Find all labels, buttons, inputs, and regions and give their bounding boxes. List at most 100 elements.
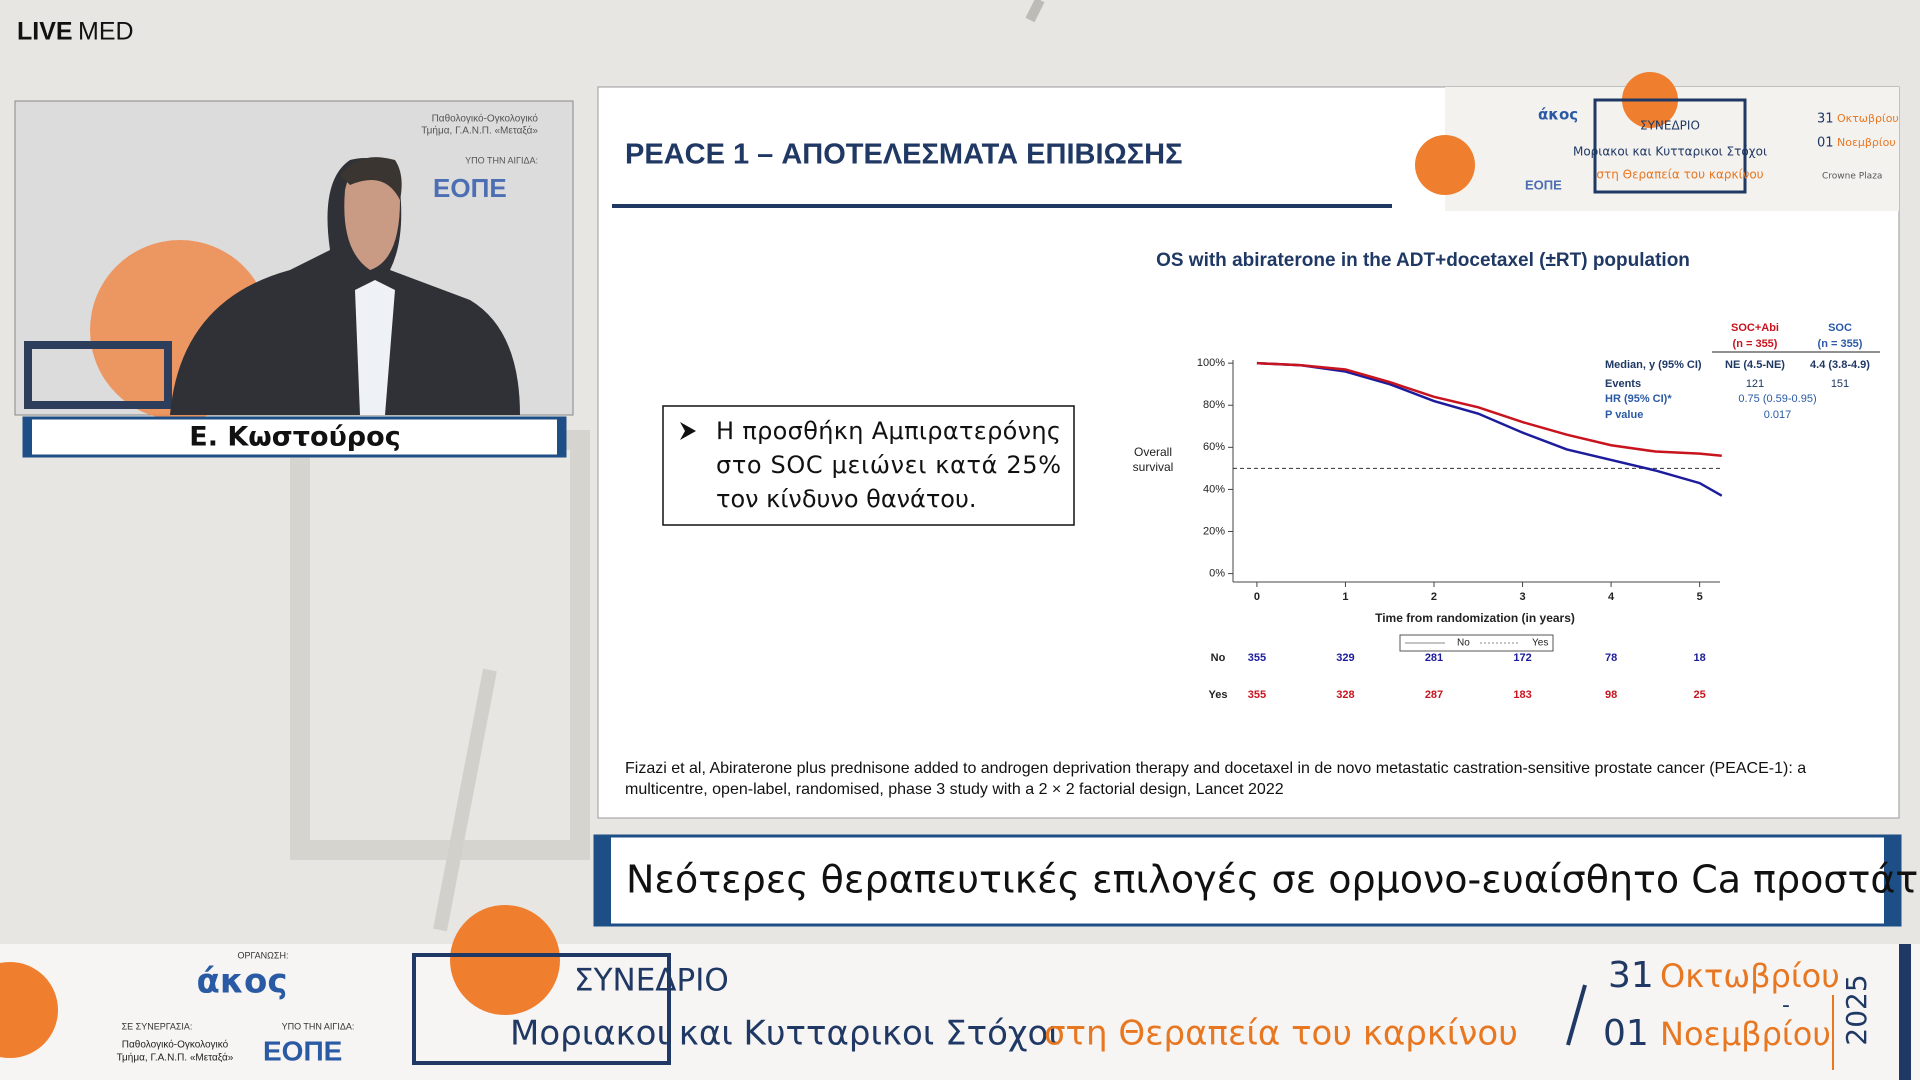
bottom-banner [0,944,1920,1080]
y-tick-label: 60% [1203,441,1225,453]
video-wall-text: ΥΠΟ ΤΗΝ ΑΙΓΙΔΑ: [465,155,538,165]
auspices-label: ΥΠΟ ΤΗΝ ΑΙΓΙΔΑ: [282,1021,355,1031]
chart-title: OS with abiraterone in the ADT+docetaxel… [1156,250,1690,271]
at-risk-value: 328 [1336,689,1354,701]
y-tick-label: 20% [1203,525,1225,537]
y-tick-label: 0% [1209,567,1225,579]
stats-header: (n = 355) [1733,338,1778,350]
at-risk-value: 98 [1605,689,1617,701]
partner: Παθολογικό-Ογκολογικό [122,1039,229,1051]
at-risk-value: 25 [1694,689,1706,701]
date-day: 31 [1608,955,1654,996]
y-tick-label: 100% [1197,357,1225,369]
date-month: Νοεμβρίου [1660,1015,1831,1053]
x-tick-label: 1 [1342,591,1348,603]
bullet-line: τον κίνδυνο θανάτου. [716,485,977,513]
decor-stroke [433,668,497,932]
stats-value: 121 [1746,378,1764,390]
km-chart: 0% 20% 40% 60% 80% 100% 0 1 2 3 4 5 No Yes No 355 329 281… [1197,322,1880,701]
name-bar-accent [24,418,32,456]
at-risk-value: 78 [1605,652,1617,664]
at-risk-value: 281 [1425,652,1443,664]
auspices-logo: ΕΟΠΕ [263,1035,342,1066]
decor-stroke [1025,0,1045,23]
mini-theme-accent: στη Θεραπεία του καρκίνου [1596,168,1763,182]
stats-label: P value [1605,409,1643,421]
date-year: 2025 [1840,974,1873,1045]
slide-title: PEACE 1 – ΑΠΟΤΕΛΕΣΜΑΤΑ ΕΠΙΒΙΩΣΗΣ [625,139,1183,171]
banner-decor [0,962,58,1058]
organizer-logo: άκος [196,962,287,1002]
at-risk-label: No [1211,652,1226,664]
bullet-arrow [680,422,696,440]
mini-month: Οκτωβρίου [1837,112,1899,125]
partner-label: ΣΕ ΣΥΝΕΡΓΑΣΙΑ: [122,1021,193,1031]
y-tick-label: 80% [1203,399,1225,411]
at-risk-value: 183 [1513,689,1531,701]
stats-value: 4.4 (3.8-4.9) [1810,359,1870,371]
date-dash: - [1782,993,1790,1018]
video-wall-text: Τμήμα, Γ.Α.Ν.Π. «Μεταξά» [421,125,538,137]
brand-med: MED [78,18,134,46]
partner: Τμήμα, Γ.Α.Ν.Π. «Μεταξά» [117,1052,234,1064]
at-risk-value: 287 [1425,689,1443,701]
mini-venue: Crowne Plaza [1822,172,1882,182]
y-axis-label: survival [1133,460,1174,474]
x-tick-label: 2 [1431,591,1437,603]
y-axis-label: Overall [1134,445,1172,459]
organizer-label: ΟΡΓΑΝΩΣΗ: [238,950,289,960]
name-bar-accent [557,418,565,456]
speaker-name: Ε. Κωστούρος [189,422,400,453]
legend-box [1399,634,1554,652]
x-tick-label: 0 [1254,591,1260,603]
banner-decor [1415,135,1475,195]
mini-auspices: ΕΟΠΕ [1525,177,1562,192]
bullet-line: Η προσθήκη Αμπιρατερόνης [716,417,1061,445]
video-decor [24,341,172,409]
banner-decor [1593,98,1747,194]
x-tick-label: 3 [1519,591,1525,603]
mini-logo: άκος [1538,106,1578,124]
stats-label: HR (95% CI)* [1605,393,1672,405]
at-risk-value: 355 [1248,689,1266,701]
theme-accent: στη Θεραπεία του καρκίνου [1044,1014,1518,1054]
bullet-box [662,405,1075,526]
banner-decor [450,905,560,1015]
stats-label: Events [1605,378,1641,390]
citation: multicentre, open-label, randomised, pha… [625,781,1284,798]
speaker-hair [340,157,402,200]
subtitle-bar [593,834,1902,927]
stats-value: 0.75 (0.59-0.95) [1738,393,1816,405]
x-axis-label: Time from randomization (in years) [1375,611,1575,625]
citation: Fizazi et al, Abiraterone plus prednison… [625,760,1806,777]
subtitle-bar-accent [1884,836,1900,925]
x-tick-label: 4 [1608,591,1615,603]
subtitle: Νεότερες θεραπευτικές επιλογές σε ορμονο… [626,858,1920,902]
stats-header: (n = 355) [1818,338,1863,350]
banner-decor [412,953,671,1065]
name-bar [22,416,567,458]
speaker-shirt [355,280,395,415]
speaker-face [344,160,400,270]
legend-label: Yes [1532,638,1548,649]
legend-label: No [1457,638,1470,649]
at-risk-value: 172 [1513,652,1531,664]
video-wall-logo: ΕΟΠΕ [433,173,507,203]
stats-header: SOC [1828,322,1852,334]
event: ΣΥΝΕΔΡΙΟ [574,963,729,999]
stats-value: 151 [1831,378,1849,390]
at-risk-value: 329 [1336,652,1354,664]
survival-curve [1256,361,1722,457]
mini-event: ΣΥΝΕΔΡΙΟ [1640,119,1700,133]
stats-header: SOC+Abi [1731,322,1779,334]
stats-value: 0.017 [1764,409,1792,421]
at-risk-label: Yes [1209,689,1228,701]
y-tick-label: 40% [1203,483,1225,495]
x-tick-label: 5 [1697,591,1703,603]
stats-value: NE (4.5-NE) [1725,359,1785,371]
theme-main: Μοριακοι και Κυτταρικοι Στόχοι [510,1014,1060,1054]
survival-curve [1256,361,1723,497]
stats-label: Median, y (95% CI) [1605,359,1702,371]
